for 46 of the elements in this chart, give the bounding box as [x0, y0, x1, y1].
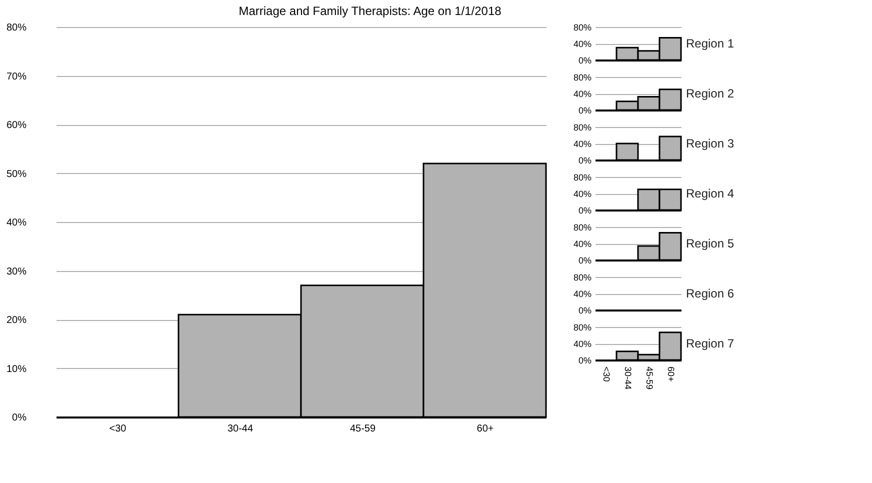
y-tick-label: 0%	[578, 356, 592, 366]
x-tick-label: 60+	[476, 424, 494, 434]
x-tick-label: 60+	[666, 366, 676, 382]
y-tick-label: 50%	[6, 168, 27, 180]
y-tick-label: 0%	[578, 56, 592, 66]
y-tick-label: 80%	[573, 122, 592, 132]
text: Region 5	[686, 236, 734, 250]
y-tick-label: 40%	[573, 339, 592, 349]
y-tick-label: 80%	[573, 222, 592, 232]
y-tick-label: 0%	[578, 156, 592, 166]
y-tick-label: 40%	[573, 239, 592, 249]
text: Region 3	[686, 136, 734, 150]
y-tick-label: 80%	[6, 22, 27, 34]
y-tick-label: 20%	[6, 315, 27, 326]
y-tick-label: 0%	[578, 306, 592, 316]
text: Region 7	[686, 336, 734, 350]
y-tick-label: 0%	[578, 206, 592, 216]
y-tick-label: 0%	[578, 106, 592, 116]
y-tick-label: 40%	[573, 39, 592, 49]
x-tick-label: 30-44	[227, 424, 254, 434]
y-tick-label: 40%	[573, 289, 592, 299]
y-tick-label: 30%	[6, 266, 27, 278]
y-tick-label: 80%	[573, 272, 592, 282]
y-tick-label: 70%	[6, 71, 27, 82]
text: Region 4	[686, 186, 734, 200]
y-tick-label: 80%	[573, 72, 592, 82]
x-tick-label: 45-59	[350, 424, 376, 434]
y-tick-label: 40%	[6, 218, 27, 228]
y-tick-label: 0%	[12, 412, 27, 424]
y-tick-label: 40%	[573, 189, 592, 199]
text: Region 2	[686, 86, 734, 100]
x-tick-label: <30	[601, 366, 612, 382]
y-tick-label: 80%	[573, 172, 592, 182]
x-tick-label: <30	[109, 424, 127, 434]
text: Region 6	[686, 286, 734, 300]
y-tick-label: 80%	[573, 322, 592, 332]
y-tick-label: 0%	[578, 256, 592, 266]
y-tick-label: 80%	[573, 22, 592, 32]
y-tick-label: 40%	[573, 89, 592, 99]
x-tick-label: 30-44	[622, 366, 633, 390]
y-tick-label: 60%	[6, 120, 27, 131]
chart-title: Marriage and Family Therapists: Age on 1/1/2018	[238, 4, 502, 18]
y-tick-label: 40%	[573, 139, 592, 149]
text: Region 1	[686, 36, 734, 50]
y-tick-label: 10%	[6, 364, 27, 375]
x-tick-label: 45-59	[644, 366, 654, 390]
